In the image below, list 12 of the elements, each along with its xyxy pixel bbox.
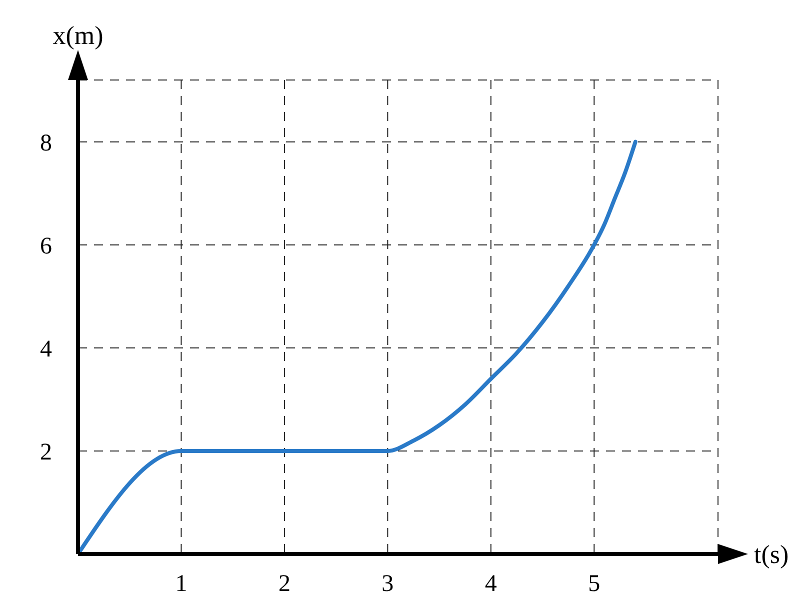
x-tick-label: 4 [484, 571, 497, 598]
y-tick-label: 6 [40, 233, 52, 260]
y-tick-label: 4 [40, 336, 52, 362]
x-tick-label: 3 [382, 571, 394, 598]
y-tick-label: 8 [40, 130, 52, 156]
y-tick-label: 2 [40, 439, 52, 466]
x-tick-label: 2 [278, 571, 290, 598]
x-tick-label: 1 [175, 571, 188, 598]
y-axis-title: x(m) [52, 21, 104, 50]
x-axis-title: t(s) [754, 540, 789, 569]
x-tick-label: 5 [588, 571, 600, 598]
line-series [78, 140, 638, 554]
